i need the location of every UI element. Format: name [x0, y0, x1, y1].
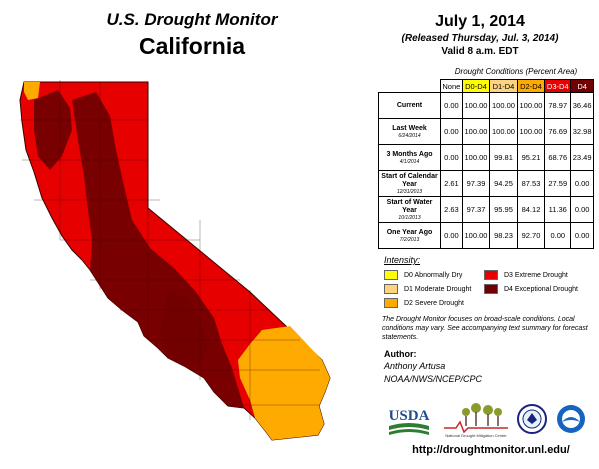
- website-link[interactable]: http://droughtmonitor.unl.edu/: [412, 444, 570, 456]
- legend-item-d0: D0 Abnormally Dry: [384, 270, 462, 280]
- d4-exceptional-north: [34, 90, 72, 170]
- row-label: Last Week: [392, 124, 427, 132]
- table-row: 3 Months Ago 4/1/2014 0.00 100.00 99.81 9…: [378, 144, 594, 171]
- legend-swatch: [484, 284, 498, 294]
- row-date: 4/1/2014: [399, 158, 420, 165]
- cell-value: 0.00: [570, 170, 594, 197]
- cell-value: 100.00: [516, 118, 546, 145]
- cell-value: 100.00: [461, 144, 491, 171]
- cell-value: 95.21: [516, 144, 546, 171]
- cell-value: 97.39: [461, 170, 491, 197]
- usda-logo: USDA: [386, 402, 432, 438]
- author-org: NOAA/NWS/NCEP/CPC: [384, 374, 483, 384]
- row-label: Start of Water Year: [386, 198, 433, 214]
- cell-value: 0.00: [440, 144, 463, 171]
- table-row: Current 0.00 100.00 100.00 100.00 78.97 …: [378, 92, 594, 119]
- col-d3-d4: D3-D4: [544, 79, 572, 93]
- cell-value: 92.70: [516, 222, 546, 249]
- county-lines: [20, 80, 320, 420]
- map-title: U.S. Drought Monitor: [106, 10, 278, 29]
- cell-value: 68.76: [544, 144, 572, 171]
- legend-swatch: [484, 270, 498, 280]
- cell-value: 76.69: [544, 118, 572, 145]
- legend-label: D4 Exceptional Drought: [504, 285, 578, 293]
- cell-value: 100.00: [461, 118, 491, 145]
- cell-value: 23.49: [570, 144, 594, 171]
- cell-value: 94.25: [489, 170, 518, 197]
- ndmc-logo-text: National Drought Mitigation Center: [445, 433, 507, 438]
- cell-value: 87.53: [516, 170, 546, 197]
- legend-item-d2: D2 Severe Drought: [384, 298, 464, 308]
- map-date: July 1, 2014: [435, 13, 525, 30]
- author-label: Author:: [384, 349, 417, 359]
- row-label: Current: [396, 101, 423, 109]
- cell-value: 100.00: [461, 92, 491, 119]
- release-date: (Released Thursday, Jul. 3, 2014): [401, 33, 559, 44]
- cell-value: 32.98: [570, 118, 594, 145]
- row-label: One Year Ago: [386, 228, 433, 236]
- cell-value: 27.59: [544, 170, 572, 197]
- col-d1-d4: D1-D4: [489, 79, 518, 93]
- row-date: 6/24/2014: [398, 132, 421, 139]
- cell-value: 100.00: [489, 118, 518, 145]
- cell-value: 0.00: [440, 92, 463, 119]
- cell-value: 0.00: [440, 118, 463, 145]
- legend-title: Intensity:: [384, 255, 421, 265]
- cell-value: 0.00: [544, 222, 572, 249]
- cell-value: 0.00: [570, 196, 594, 223]
- row-label: 3 Months Ago: [386, 150, 433, 158]
- commerce-seal-icon: [517, 404, 547, 434]
- legend-label: D1 Moderate Drought: [404, 285, 472, 293]
- legend-item-d4: D4 Exceptional Drought: [484, 284, 578, 294]
- table-row: Start of Water Year 10/1/2013 2.63 97.37 …: [378, 196, 594, 223]
- cell-value: 100.00: [461, 222, 491, 249]
- row-label: Start of Calendar Year: [381, 172, 438, 188]
- cell-value: 78.97: [544, 92, 572, 119]
- cell-value: 98.23: [489, 222, 518, 249]
- cell-value: 11.36: [544, 196, 572, 223]
- ndmc-logo: National Drought Mitigation Center: [440, 400, 512, 440]
- legend-label: D3 Extreme Drought: [504, 271, 568, 279]
- cell-value: 100.00: [489, 92, 518, 119]
- drought-conditions-table: None D0-D4 D1-D4 D2-D4 D3-D4 D4 Current …: [378, 79, 594, 249]
- noaa-logo-icon: [556, 404, 586, 434]
- legend-swatch: [384, 284, 398, 294]
- state-name: California: [138, 33, 246, 59]
- legend-swatch: [384, 298, 398, 308]
- california-drought-map: [19, 80, 331, 441]
- legend-swatch: [384, 270, 398, 280]
- cell-value: 97.37: [461, 196, 491, 223]
- valid-time: Valid 8 a.m. EDT: [441, 46, 519, 57]
- col-d0-d4: D0-D4: [461, 79, 491, 93]
- d2-severe-southeast: [238, 326, 330, 440]
- col-none: None: [440, 79, 463, 93]
- disclaimer-note: The Drought Monitor focuses on broad-sca…: [382, 316, 588, 341]
- cell-value: 2.63: [440, 196, 463, 223]
- row-date: 12/31/2013: [396, 188, 423, 195]
- author-name: Anthony Artusa: [384, 361, 446, 371]
- d4-exceptional-coast: [160, 290, 208, 366]
- table-caption: Drought Conditions (Percent Area): [454, 67, 578, 76]
- cell-value: 0.00: [440, 222, 463, 249]
- row-date: 7/2/2013: [399, 236, 420, 243]
- cell-value: 0.00: [570, 222, 594, 249]
- cell-value: 36.46: [570, 92, 594, 119]
- legend-item-d3: D3 Extreme Drought: [484, 270, 568, 280]
- legend-label: D0 Abnormally Dry: [404, 271, 463, 279]
- cell-value: 100.00: [516, 92, 546, 119]
- col-d2-d4: D2-D4: [516, 79, 546, 93]
- cell-value: 84.12: [516, 196, 546, 223]
- cell-value: 99.81: [489, 144, 518, 171]
- d2-severe-northwest: [24, 82, 40, 100]
- cell-value: 2.61: [440, 170, 463, 197]
- table-row: Start of Calendar Year 12/31/2013 2.61 97…: [378, 170, 594, 197]
- usda-logo-text: USDA: [389, 408, 430, 424]
- cell-value: 95.95: [489, 196, 518, 223]
- legend-item-d1: D1 Moderate Drought: [384, 284, 471, 294]
- col-d4: D4: [570, 79, 594, 93]
- row-date: 10/1/2013: [398, 214, 421, 221]
- legend-label: D2 Severe Drought: [404, 299, 464, 307]
- table-row: Last Week 6/24/2014 0.00 100.00 100.00 10…: [378, 118, 594, 145]
- table-row: One Year Ago 7/2/2013 0.00 100.00 98.23 9…: [378, 222, 594, 249]
